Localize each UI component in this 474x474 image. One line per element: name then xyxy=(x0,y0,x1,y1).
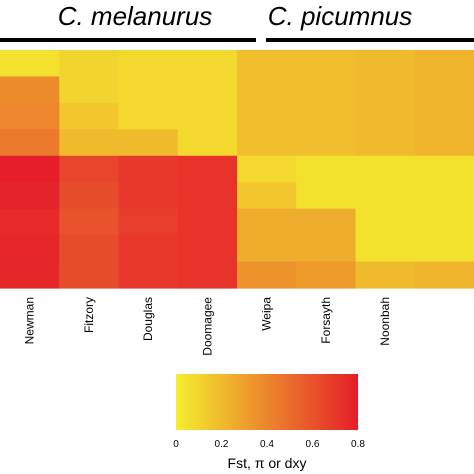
heatmap-cell-r8-c1 xyxy=(59,261,120,289)
heatmap-cell-r3-c1 xyxy=(59,129,120,157)
column-label: Newman xyxy=(23,297,37,344)
colorbar-ticks: 0 0.2 0.4 0.6 0.8 xyxy=(173,439,365,450)
heatmap-cell-r4-c4 xyxy=(237,155,297,183)
group-label-picumnus: C. picumnus xyxy=(268,1,413,31)
heatmap-cell-r4-c3 xyxy=(177,155,238,183)
heatmap-cell-r3-c3 xyxy=(177,129,238,157)
heatmap-cell-r1-c2 xyxy=(118,76,179,104)
heatmap-cell-r6-c3 xyxy=(177,208,238,236)
heatmap-cell-r3-c2 xyxy=(118,129,179,157)
heatmap-cell-r4-c2 xyxy=(118,155,179,183)
column-label: Noonbah xyxy=(378,297,392,346)
heatmap-cell-r0-c2 xyxy=(118,50,179,78)
heatmap-cell-r7-c1 xyxy=(59,235,120,263)
group-label-melanurus: C. melanurus xyxy=(58,1,213,31)
heatmap-cell-r8-c5 xyxy=(296,261,357,289)
column-label: Fitzory xyxy=(82,297,96,333)
heatmap-cell-r3-c6 xyxy=(355,129,416,157)
heatmap-cell-r2-c1 xyxy=(59,102,120,130)
colorbar xyxy=(176,374,358,430)
heatmap-cell-r7-c4 xyxy=(237,235,297,263)
heatmap-cell-r5-c0 xyxy=(0,182,60,210)
heatmap-cell-r1-c3 xyxy=(177,76,238,104)
heatmap-cell-r0-c3 xyxy=(177,50,238,78)
heatmap-cell-r5-c2 xyxy=(118,182,179,210)
column-labels: Newman Fitzory Douglas Doomagee Weipa Forsayt… xyxy=(23,297,393,356)
column-label: Douglas xyxy=(141,297,155,341)
heatmap-cell-r6-c2 xyxy=(118,208,179,236)
heatmap-cell-r8-c7 xyxy=(414,261,474,289)
heatmap-cell-r3-c0 xyxy=(0,129,60,157)
heatmap-cell-r3-c4 xyxy=(237,129,297,157)
colorbar-tick-label: 0.4 xyxy=(260,439,274,450)
heatmap-cell-r2-c2 xyxy=(118,102,179,130)
heatmap-cell-r5-c3 xyxy=(177,182,238,210)
heatmap-cell-r2-c5 xyxy=(296,102,357,130)
heatmap-cell-r1-c6 xyxy=(355,76,416,104)
heatmap-cell-r2-c4 xyxy=(237,102,297,130)
colorbar-title: Fst, π or dxy xyxy=(228,455,307,471)
heatmap-cell-r4-c6 xyxy=(355,155,416,183)
heatmap-cell-r6-c5 xyxy=(296,208,357,236)
heatmap-cell-r1-c5 xyxy=(296,76,357,104)
heatmap-cell-r2-c0 xyxy=(0,102,60,130)
colorbar-tick-label: 0.2 xyxy=(215,439,229,450)
heatmap-cell-r5-c7 xyxy=(414,182,474,210)
heatmap-cell-r0-c5 xyxy=(296,50,357,78)
heatmap-cell-r6-c6 xyxy=(355,208,416,236)
heatmap-cell-r7-c2 xyxy=(118,235,179,263)
heatmap-cell-r1-c4 xyxy=(237,76,297,104)
heatmap-cell-r0-c7 xyxy=(414,50,474,78)
heatmap-cell-r4-c1 xyxy=(59,155,120,183)
heatmap-cell-r8-c4 xyxy=(237,261,297,289)
heatmap-cell-r7-c7 xyxy=(414,235,474,263)
heatmap-cell-r6-c7 xyxy=(414,208,474,236)
heatmap-cell-r0-c0 xyxy=(0,50,60,78)
heatmap-cell-r2-c3 xyxy=(177,102,238,130)
heatmap-cell-r4-c7 xyxy=(414,155,474,183)
heatmap-cell-r7-c3 xyxy=(177,235,238,263)
heatmap-cell-r5-c6 xyxy=(355,182,416,210)
heatmap-cell-r5-c1 xyxy=(59,182,120,210)
heatmap-cell-r2-c7 xyxy=(414,102,474,130)
heatmap-cell-r6-c4 xyxy=(237,208,297,236)
heatmap-cell-r1-c7 xyxy=(414,76,474,104)
heatmap-cell-r3-c7 xyxy=(414,129,474,157)
heatmap-cell-r8-c3 xyxy=(177,261,238,289)
column-label: Forsayth xyxy=(319,297,333,344)
colorbar-tick-label: 0.8 xyxy=(351,439,365,450)
column-label: Weipa xyxy=(260,297,274,331)
heatmap-cell-r3-c5 xyxy=(296,129,357,157)
heatmap-cell-r6-c1 xyxy=(59,208,120,236)
column-label: Doomagee xyxy=(200,297,214,356)
colorbar-tick-label: 0.6 xyxy=(306,439,320,450)
heatmap-cell-r8-c0 xyxy=(0,261,60,289)
heatmap-cell-r7-c6 xyxy=(355,235,416,263)
heatmap-cell-r4-c0 xyxy=(0,155,60,183)
heatmap-cell-r7-c5 xyxy=(296,235,357,263)
heatmap-cell-r5-c5 xyxy=(296,182,357,210)
heatmap-cell-r5-c4 xyxy=(237,182,297,210)
heatmap-cell-r0-c6 xyxy=(355,50,416,78)
heatmap-cell-r7-c0 xyxy=(0,235,60,263)
heatmap-cell-r1-c0 xyxy=(0,76,60,104)
heatmap-cell-r6-c0 xyxy=(0,208,60,236)
colorbar-tick-label: 0 xyxy=(173,439,179,450)
heatmap-cell-r2-c6 xyxy=(355,102,416,130)
heatmap-cell-r1-c1 xyxy=(59,76,120,104)
heatmap-cell-r0-c1 xyxy=(59,50,120,78)
heatmap-cells xyxy=(0,50,474,289)
heatmap-cell-r0-c4 xyxy=(237,50,297,78)
heatmap-cell-r4-c5 xyxy=(296,155,357,183)
heatmap-cell-r8-c6 xyxy=(355,261,416,289)
heatmap-cell-r8-c2 xyxy=(118,261,179,289)
